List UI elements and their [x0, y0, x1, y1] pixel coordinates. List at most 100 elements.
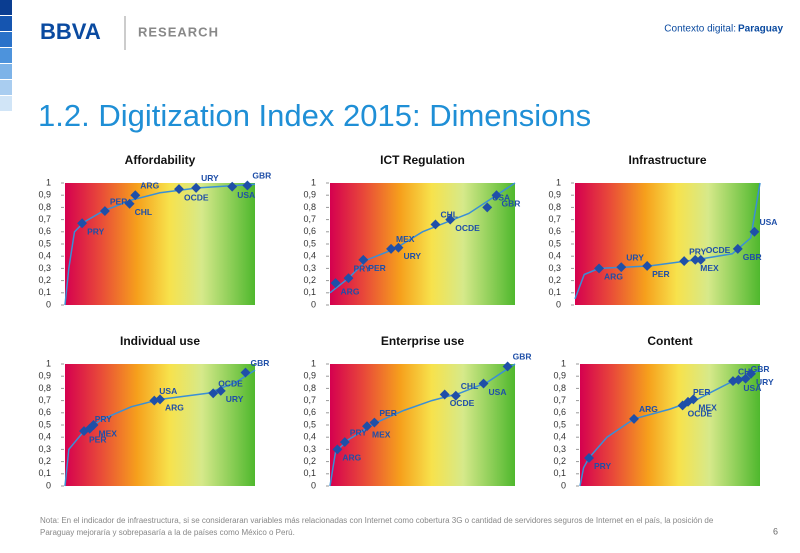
y-tick-label: 0,9: [303, 371, 316, 381]
country-marker: [482, 202, 493, 213]
y-tick-label: 0,1: [303, 468, 316, 478]
y-tick-label: 0,2: [303, 275, 316, 285]
y-tick-label: 0: [311, 480, 316, 490]
y-tick-label: 0: [46, 299, 51, 309]
country-marker: [478, 378, 489, 389]
y-tick-label: 0,2: [38, 275, 51, 285]
country-marker: [124, 198, 135, 209]
country-label: ARG: [140, 180, 159, 190]
country-label: MEX: [99, 428, 118, 438]
country-label: GBR: [743, 252, 762, 262]
country-marker: [191, 182, 202, 193]
slide-title: 1.2. Digitization Index 2015: Dimensions: [38, 98, 591, 133]
country-marker: [386, 243, 396, 254]
country-marker: [584, 452, 594, 463]
country-marker: [242, 180, 253, 191]
country-label: PER: [110, 196, 127, 206]
y-tick-label: 0,8: [38, 383, 51, 393]
y-tick-label: 0,8: [303, 383, 316, 393]
country-label: MEX: [396, 234, 415, 244]
country-marker: [430, 219, 441, 230]
country-label: USA: [489, 387, 507, 397]
page-number: 6: [773, 526, 778, 536]
country-marker: [77, 218, 88, 229]
country-marker: [688, 394, 699, 405]
note-line: Nota: En el indicador de infraestructura…: [40, 516, 714, 525]
country-label: URY: [756, 377, 774, 387]
y-tick-label: 0: [46, 480, 51, 490]
country-marker: [594, 263, 604, 274]
country-label: ARG: [639, 404, 658, 414]
country-marker: [358, 254, 369, 265]
y-tick-label: 0,6: [303, 407, 316, 417]
y-tick-label: 0,4: [553, 432, 566, 442]
distribution-line: [574, 182, 761, 300]
country-marker: [629, 413, 639, 424]
country-marker: [330, 278, 341, 288]
plot-background: [575, 183, 760, 305]
country-marker: [439, 389, 450, 400]
y-tick-label: 0,1: [38, 468, 51, 478]
y-tick-label: 1: [311, 358, 316, 368]
y-tick-label: 1: [311, 177, 316, 187]
y-tick-label: 0,7: [303, 395, 316, 405]
brand: BBVA: [40, 19, 101, 44]
y-tick-label: 0,4: [303, 251, 316, 261]
country-label: URY: [201, 173, 219, 183]
y-tick-label: 0,5: [548, 238, 561, 248]
y-tick-label: 0,9: [303, 190, 316, 200]
country-marker: [369, 417, 380, 428]
country-label: PRY: [354, 263, 371, 273]
country-label: PER: [379, 408, 396, 418]
chart-title: Content: [647, 334, 692, 348]
country-label: CHL: [738, 366, 755, 376]
country-label: OCDE: [184, 192, 209, 202]
y-tick-label: 0,9: [38, 371, 51, 381]
y-tick-label: 0,9: [548, 190, 561, 200]
country-marker: [332, 444, 343, 455]
y-tick-label: 0,9: [553, 371, 566, 381]
note-line: Paraguay mejoraría y sobrepasaría a la d…: [40, 528, 295, 537]
chart-title: Enterprise use: [381, 334, 465, 348]
chart: Individual use 0 0,1 0,2 0,3 0,4 0,5 0,6 0,7 0,8 0…: [38, 334, 269, 490]
country-marker: [740, 373, 751, 384]
y-tick-label: 0,8: [38, 202, 51, 212]
chart-title: Individual use: [120, 334, 200, 348]
country-marker: [749, 226, 760, 237]
y-tick-label: 0,7: [38, 214, 51, 224]
y-tick-label: 1: [556, 177, 561, 187]
country-marker: [155, 394, 165, 405]
country-label: CHL: [135, 207, 152, 217]
chart: Infrastructure 0 0,1 0,2 0,3 0,4 0,5 0,6 0,7 0,8 0…: [548, 153, 777, 309]
country-label: URY: [226, 394, 244, 404]
country-label: USA: [759, 217, 777, 227]
country-label: PER: [652, 269, 669, 279]
y-tick-label: 0,1: [38, 287, 51, 297]
country-marker: [227, 181, 238, 192]
distribution-line: [64, 369, 256, 487]
country-label: USA: [159, 386, 177, 396]
context-country: Paraguay: [738, 24, 783, 35]
country-label: MEX: [700, 263, 719, 273]
country-label: PER: [368, 263, 385, 273]
country-label: GBR: [502, 198, 521, 208]
y-tick-label: 0,8: [553, 383, 566, 393]
country-label: PRY: [95, 414, 112, 424]
y-tick-label: 0: [561, 480, 566, 490]
country-label: USA: [743, 383, 761, 393]
country-marker: [362, 421, 372, 432]
country-marker: [732, 243, 743, 254]
country-marker: [445, 214, 456, 225]
chart-title: ICT Regulation: [380, 153, 465, 167]
country-label: MEX: [372, 429, 391, 439]
y-tick-label: 0,8: [548, 202, 561, 212]
country-label: GBR: [513, 352, 532, 362]
unit: RESEARCH: [138, 24, 219, 39]
country-label: OCDE: [706, 245, 731, 255]
y-tick-label: 0,1: [303, 287, 316, 297]
y-tick-label: 0,4: [548, 251, 561, 261]
y-tick-label: 0,3: [38, 263, 51, 273]
country-label: MEX: [698, 403, 717, 413]
plot-background: [65, 183, 255, 305]
country-marker: [690, 254, 701, 265]
